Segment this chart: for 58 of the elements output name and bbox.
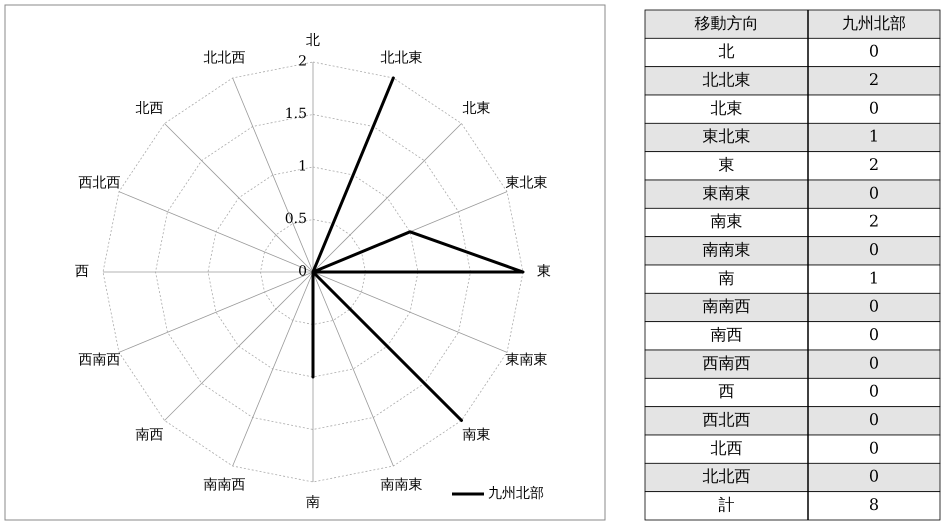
text: 移動方向 <box>694 13 758 32</box>
data-label: 0 <box>868 296 880 316</box>
data-label: 0 <box>868 382 880 401</box>
category-label: 南東 <box>710 212 742 231</box>
category-label: 北北東 <box>702 70 750 89</box>
category-label: 北 <box>718 42 734 61</box>
spoke-label: 南南東 <box>380 477 422 494</box>
y-tick-label: 2 <box>298 54 307 70</box>
data-label: 0 <box>868 324 880 344</box>
category-label: 西 <box>718 382 734 401</box>
category-label: 北北西 <box>702 466 750 486</box>
category-label: 計 <box>718 494 734 514</box>
data-label: 2 <box>868 154 880 174</box>
spoke-label: 西北西 <box>78 175 121 192</box>
data-label: 0 <box>868 410 880 429</box>
category-label: 東北東 <box>702 126 750 146</box>
y-tick-label: 0 <box>298 264 307 280</box>
text: 九州北部 <box>842 13 906 32</box>
category-label: 東南東 <box>702 183 750 202</box>
data-label: 0 <box>868 42 880 61</box>
data-label: 8 <box>868 494 880 514</box>
spoke-label: 南南西 <box>204 477 246 494</box>
spoke-label: 西 <box>75 264 89 280</box>
y-tick-label: 1 <box>298 158 307 175</box>
spoke-label: 北東 <box>462 100 490 116</box>
data-label: 0 <box>868 353 880 372</box>
category-label: 南 <box>718 268 734 288</box>
data-label: 0 <box>868 438 880 458</box>
category-label: 西北西 <box>702 410 750 429</box>
spoke-label: 北北西 <box>204 50 246 66</box>
data-label: 1 <box>868 268 880 288</box>
data-label: 0 <box>868 240 880 259</box>
category-label: 南西 <box>710 324 742 344</box>
data-label: 1 <box>868 126 880 146</box>
category-label: 東 <box>718 154 734 174</box>
category-label: 南南東 <box>702 240 750 259</box>
category-label: 北西 <box>710 438 742 458</box>
y-tick-label: 1.5 <box>284 106 307 122</box>
data-label: 0 <box>868 466 880 486</box>
legend-label: 九州北部 <box>488 486 544 502</box>
data-label: 0 <box>868 98 880 118</box>
data-label: 0 <box>868 183 880 202</box>
spoke-label: 北西 <box>136 100 164 116</box>
data-label: 2 <box>868 70 880 89</box>
spoke-label: 東南東 <box>505 352 548 368</box>
spoke-label: 東北東 <box>505 175 548 192</box>
spoke-label: 南東 <box>462 426 490 443</box>
category-label: 西南西 <box>702 353 750 372</box>
data-label: 2 <box>868 212 880 231</box>
spoke-label: 北北東 <box>380 50 422 66</box>
spoke-label: 東 <box>537 264 551 280</box>
spoke-label: 西南西 <box>78 352 121 368</box>
spoke-label: 南 <box>306 494 320 511</box>
y-tick-label: 0.5 <box>284 211 307 228</box>
category-label: 南南西 <box>702 296 750 316</box>
spoke-label: 北 <box>306 32 320 49</box>
category-label: 北東 <box>710 98 742 118</box>
spoke-label: 南西 <box>136 426 164 443</box>
